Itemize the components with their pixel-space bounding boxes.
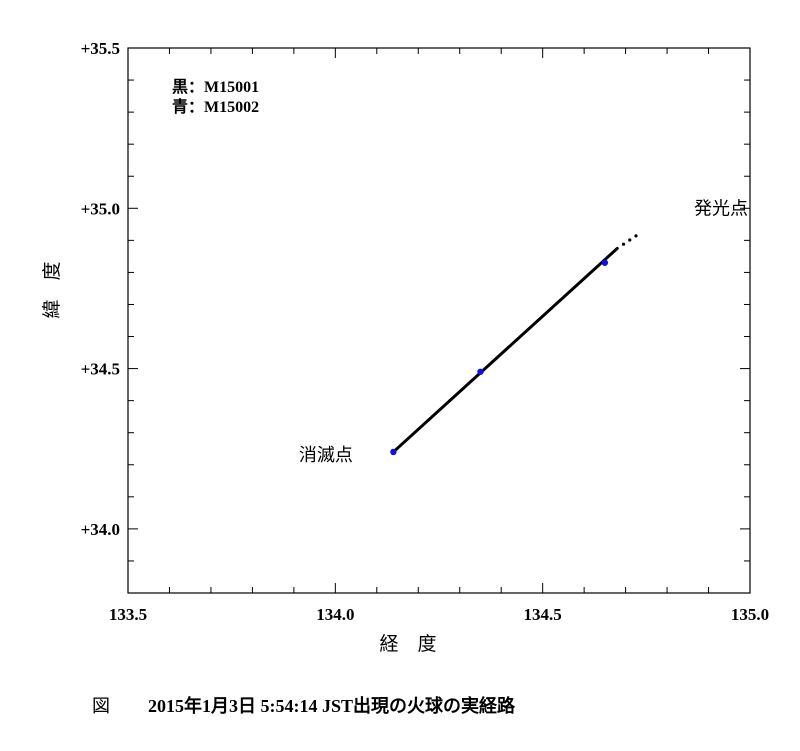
tick-marks [127, 47, 751, 594]
y-tick-labels: +34.0 +34.5 +35.0 +35.5 [81, 39, 120, 539]
series-m15002-point [390, 448, 397, 456]
y-tick-label: +35.5 [81, 39, 120, 58]
series-m15001-point [634, 234, 638, 238]
series-m15002-point [477, 368, 484, 375]
series-layer [390, 234, 638, 456]
annotation-end-point: 消滅点 [299, 445, 353, 466]
series-m15001-track [391, 246, 619, 454]
legend-entry-m15002: 青：M15002 [172, 97, 259, 116]
caption-text: 2015年1月3日 5:54:14 JST出現の火球の実経路 [148, 696, 516, 716]
x-tick-labels: 133.5 134.0 134.5 135.0 [109, 605, 769, 624]
y-tick-label: +34.0 [81, 520, 120, 539]
y-axis-label: 緯 度 [41, 261, 63, 318]
x-tick-label: 135.0 [731, 605, 769, 624]
series-m15001-point [628, 238, 632, 242]
x-axis-label: 経 度 [379, 633, 436, 655]
x-tick-label: 134.5 [524, 605, 562, 624]
y-tick-label: +34.5 [81, 360, 120, 379]
y-tick-label: +35.0 [81, 199, 120, 218]
series-m15001-point [621, 242, 626, 246]
annotation-start-point: 発光点 [694, 198, 748, 219]
figure-prefix: 図 [92, 696, 110, 717]
series-m15002-point [601, 259, 609, 266]
plot-frame [127, 47, 751, 594]
chart: 133.5 134.0 134.5 135.0 +34.0 +34.5 +35.0 +35.… [41, 39, 769, 655]
legend-entry-m15001: 黒：M15001 [172, 78, 259, 96]
figure-caption: 図 2015年1月3日 5:54:14 JST出現の火球の実経路 [92, 692, 515, 718]
x-tick-label: 134.0 [316, 605, 354, 624]
x-tick-label: 133.5 [109, 605, 147, 624]
